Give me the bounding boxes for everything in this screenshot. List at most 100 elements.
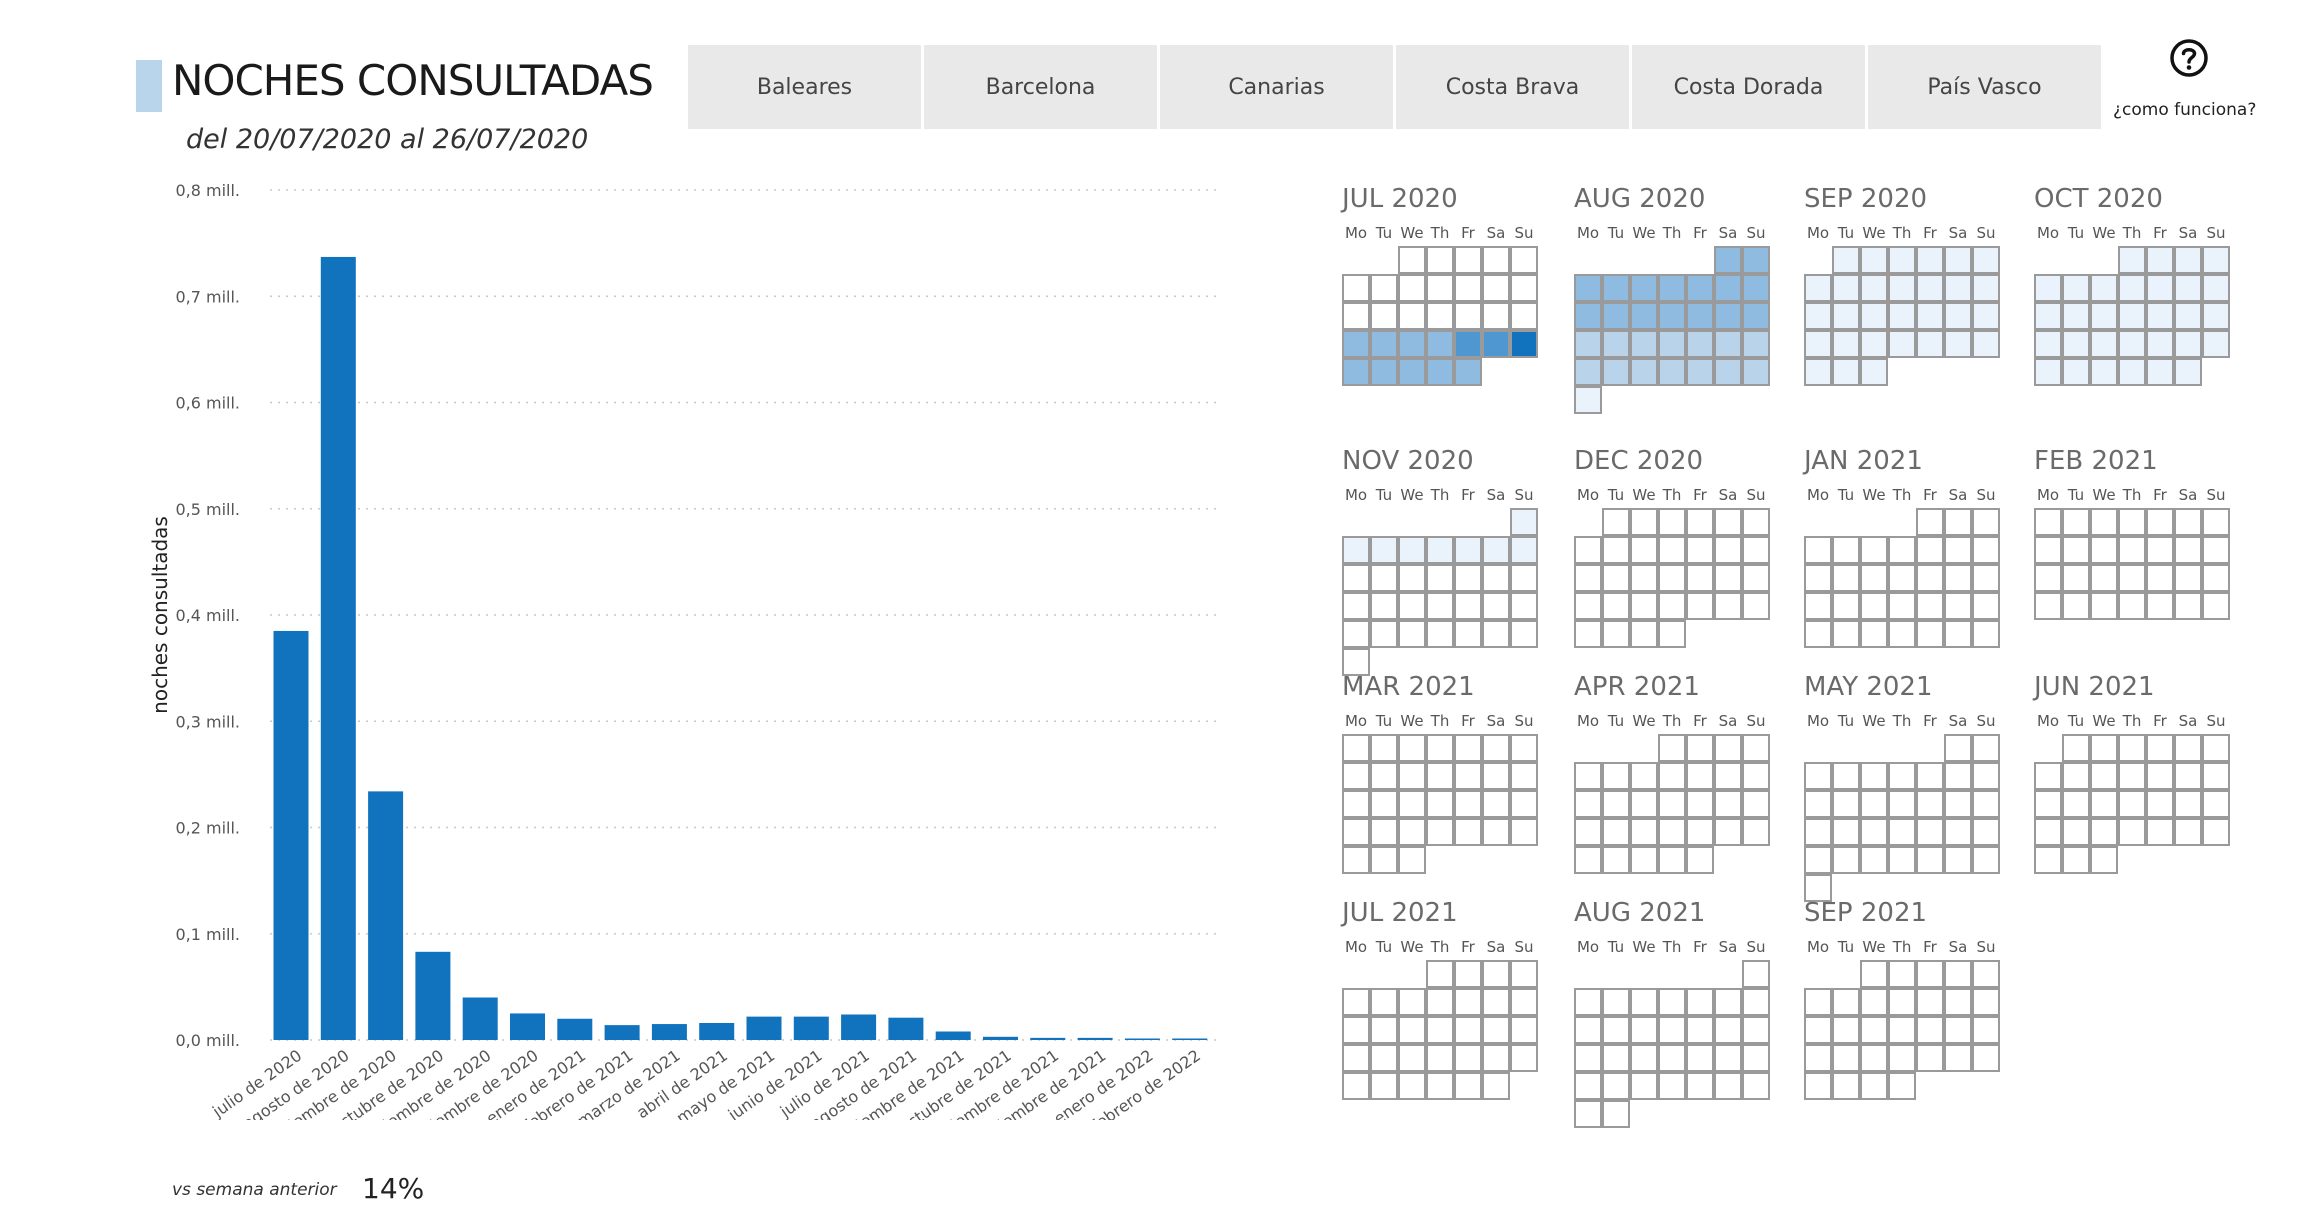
calendar-day-cell[interactable]	[1574, 790, 1602, 818]
calendar-day-cell[interactable]	[1972, 960, 2000, 988]
calendar-day-cell[interactable]	[2202, 330, 2230, 358]
calendar-day-cell[interactable]	[2034, 302, 2062, 330]
calendar-day-cell[interactable]	[1482, 762, 1510, 790]
calendar-day-cell[interactable]	[1454, 592, 1482, 620]
calendar-day-cell[interactable]	[1602, 818, 1630, 846]
calendar-day-cell[interactable]	[1342, 648, 1370, 676]
calendar-day-cell[interactable]	[1888, 274, 1916, 302]
calendar-day-cell[interactable]	[1658, 564, 1686, 592]
calendar-day-cell[interactable]	[1888, 536, 1916, 564]
calendar-day-cell[interactable]	[1574, 564, 1602, 592]
calendar-day-cell[interactable]	[1832, 592, 1860, 620]
calendar-day-cell[interactable]	[2174, 592, 2202, 620]
calendar-day-cell[interactable]	[1832, 246, 1860, 274]
calendar-day-cell[interactable]	[2062, 358, 2090, 386]
calendar-day-cell[interactable]	[2202, 302, 2230, 330]
calendar-day-cell[interactable]	[1888, 846, 1916, 874]
calendar-day-cell[interactable]	[1888, 302, 1916, 330]
calendar-day-cell[interactable]	[1630, 1072, 1658, 1100]
calendar-day-cell[interactable]	[1832, 620, 1860, 648]
calendar-day-cell[interactable]	[1510, 1044, 1538, 1072]
calendar-day-cell[interactable]	[1426, 330, 1454, 358]
calendar-day-cell[interactable]	[1742, 592, 1770, 620]
calendar-day-cell[interactable]	[1972, 988, 2000, 1016]
calendar-day-cell[interactable]	[1398, 330, 1426, 358]
calendar-day-cell[interactable]	[1510, 536, 1538, 564]
calendar-day-cell[interactable]	[1602, 358, 1630, 386]
calendar-day-cell[interactable]	[1370, 762, 1398, 790]
calendar-day-cell[interactable]	[1342, 302, 1370, 330]
calendar-day-cell[interactable]	[1944, 1044, 1972, 1072]
calendar-day-cell[interactable]	[1944, 536, 1972, 564]
calendar-day-cell[interactable]	[1804, 846, 1832, 874]
calendar-day-cell[interactable]	[1742, 734, 1770, 762]
calendar-day-cell[interactable]	[1686, 818, 1714, 846]
calendar-day-cell[interactable]	[1370, 564, 1398, 592]
calendar-day-cell[interactable]	[1916, 818, 1944, 846]
calendar-day-cell[interactable]	[2202, 508, 2230, 536]
calendar-day-cell[interactable]	[2202, 274, 2230, 302]
calendar-day-cell[interactable]	[1860, 274, 1888, 302]
calendar-day-cell[interactable]	[1398, 620, 1426, 648]
calendar-day-cell[interactable]	[1482, 1044, 1510, 1072]
calendar-day-cell[interactable]	[1602, 274, 1630, 302]
calendar-day-cell[interactable]	[1804, 302, 1832, 330]
calendar-day-cell[interactable]	[1602, 846, 1630, 874]
calendar-day-cell[interactable]	[1510, 960, 1538, 988]
calendar-day-cell[interactable]	[1370, 1072, 1398, 1100]
calendar-day-cell[interactable]	[1658, 302, 1686, 330]
calendar-day-cell[interactable]	[1574, 330, 1602, 358]
calendar-day-cell[interactable]	[1714, 1044, 1742, 1072]
calendar-day-cell[interactable]	[1658, 536, 1686, 564]
calendar-day-cell[interactable]	[1686, 358, 1714, 386]
calendar-day-cell[interactable]	[1510, 620, 1538, 648]
calendar-day-cell[interactable]	[1482, 1072, 1510, 1100]
calendar-day-cell[interactable]	[1342, 536, 1370, 564]
calendar-day-cell[interactable]	[1972, 762, 2000, 790]
calendar-day-cell[interactable]	[1972, 1016, 2000, 1044]
calendar-day-cell[interactable]	[1630, 1044, 1658, 1072]
calendar-day-cell[interactable]	[1888, 1044, 1916, 1072]
calendar-day-cell[interactable]	[1454, 274, 1482, 302]
tab-pais-vasco[interactable]: País Vasco	[1868, 45, 2101, 129]
calendar-day-cell[interactable]	[2090, 508, 2118, 536]
calendar-day-cell[interactable]	[1888, 818, 1916, 846]
calendar-day-cell[interactable]	[1602, 508, 1630, 536]
calendar-day-cell[interactable]	[1454, 302, 1482, 330]
calendar-day-cell[interactable]	[1888, 592, 1916, 620]
calendar-day-cell[interactable]	[1860, 358, 1888, 386]
calendar-day-cell[interactable]	[1860, 620, 1888, 648]
calendar-day-cell[interactable]	[1714, 592, 1742, 620]
calendar-day-cell[interactable]	[1972, 302, 2000, 330]
calendar-day-cell[interactable]	[1686, 508, 1714, 536]
calendar-day-cell[interactable]	[1342, 330, 1370, 358]
calendar-day-cell[interactable]	[1972, 274, 2000, 302]
calendar-day-cell[interactable]	[1804, 536, 1832, 564]
calendar-day-cell[interactable]	[1714, 564, 1742, 592]
calendar-day-cell[interactable]	[1916, 762, 1944, 790]
calendar-day-cell[interactable]	[1342, 846, 1370, 874]
calendar-day-cell[interactable]	[2090, 846, 2118, 874]
calendar-day-cell[interactable]	[1370, 330, 1398, 358]
calendar-day-cell[interactable]	[1426, 274, 1454, 302]
calendar-day-cell[interactable]	[1888, 960, 1916, 988]
calendar-day-cell[interactable]	[1574, 536, 1602, 564]
calendar-day-cell[interactable]	[2034, 762, 2062, 790]
calendar-day-cell[interactable]	[1860, 536, 1888, 564]
question-circle-icon[interactable]	[2168, 37, 2210, 79]
calendar-day-cell[interactable]	[2202, 790, 2230, 818]
calendar-day-cell[interactable]	[1426, 734, 1454, 762]
calendar-day-cell[interactable]	[1944, 790, 1972, 818]
calendar-day-cell[interactable]	[1482, 790, 1510, 818]
calendar-day-cell[interactable]	[1630, 358, 1658, 386]
calendar-day-cell[interactable]	[1714, 302, 1742, 330]
calendar-day-cell[interactable]	[2146, 592, 2174, 620]
calendar-day-cell[interactable]	[1454, 1044, 1482, 1072]
calendar-day-cell[interactable]	[1916, 274, 1944, 302]
calendar-day-cell[interactable]	[2118, 818, 2146, 846]
calendar-day-cell[interactable]	[2174, 330, 2202, 358]
calendar-day-cell[interactable]	[1342, 274, 1370, 302]
calendar-day-cell[interactable]	[2090, 274, 2118, 302]
calendar-day-cell[interactable]	[1454, 960, 1482, 988]
calendar-day-cell[interactable]	[1972, 592, 2000, 620]
